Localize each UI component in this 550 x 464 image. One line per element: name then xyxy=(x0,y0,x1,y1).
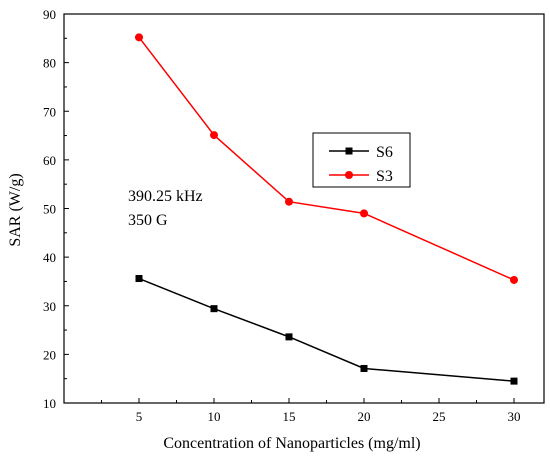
series-line-s6 xyxy=(138,277,515,382)
y-tick-label: 10 xyxy=(43,396,56,411)
legend-label-s3: S3 xyxy=(376,168,393,185)
y-tick-label: 40 xyxy=(43,250,56,265)
legend-marker-s6 xyxy=(345,147,353,155)
data-point-s6 xyxy=(135,275,143,283)
data-point-s6 xyxy=(210,305,218,313)
x-axis: 5 10 15 20 25 30 xyxy=(101,398,521,424)
x-tick-label: 30 xyxy=(508,409,521,424)
frequency-annotation: 390.25 kHz xyxy=(128,188,203,205)
legend: S6 S3 xyxy=(312,132,411,188)
x-tick-label: 10 xyxy=(208,409,221,424)
x-tick-label: 20 xyxy=(358,409,371,424)
data-point-s3 xyxy=(135,33,143,42)
field-annotation: 350 G xyxy=(128,212,168,229)
data-point-s6 xyxy=(360,364,368,372)
plot-frame xyxy=(63,13,545,404)
series-s6 xyxy=(135,275,518,385)
series-s3 xyxy=(135,33,518,284)
y-axis-title: SAR (W/g) xyxy=(7,173,24,246)
y-tick-label: 70 xyxy=(43,104,56,119)
x-tick-label: 25 xyxy=(433,409,446,424)
y-tick-label: 20 xyxy=(43,347,56,362)
x-tick-label: 5 xyxy=(136,409,143,424)
data-point-s3 xyxy=(360,209,368,218)
legend-box xyxy=(312,132,411,188)
legend-label-s6: S6 xyxy=(376,144,393,161)
x-axis-title: Concentration of Nanoparticles (mg/ml) xyxy=(163,435,420,452)
data-point-s3 xyxy=(210,131,218,140)
x-tick-label: 15 xyxy=(283,409,296,424)
plot-area xyxy=(63,13,545,404)
legend-marker-s3 xyxy=(345,171,353,179)
y-tick-label: 80 xyxy=(43,56,56,71)
series-layer xyxy=(135,33,518,385)
y-tick-label: 50 xyxy=(43,202,56,217)
data-point-s3 xyxy=(285,197,293,206)
y-tick-label: 60 xyxy=(43,153,56,168)
y-tick-label: 90 xyxy=(43,7,56,22)
y-tick-label: 30 xyxy=(43,299,56,314)
data-point-s3 xyxy=(510,275,518,284)
data-point-s6 xyxy=(285,333,293,341)
y-axis: 10 20 30 40 50 60 70 80 90 xyxy=(43,7,69,411)
data-point-s6 xyxy=(510,377,518,385)
